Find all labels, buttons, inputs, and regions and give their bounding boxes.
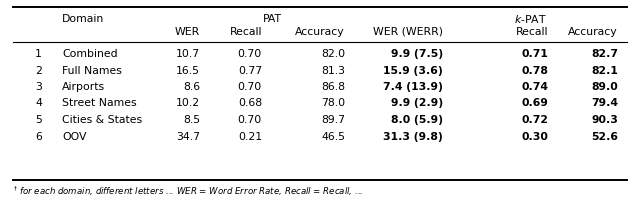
Text: 5: 5 <box>35 115 42 125</box>
Text: 8.5: 8.5 <box>183 115 200 125</box>
Text: 4: 4 <box>35 99 42 108</box>
Text: 0.78: 0.78 <box>521 65 548 76</box>
Text: 46.5: 46.5 <box>321 132 345 141</box>
Text: 82.0: 82.0 <box>321 49 345 59</box>
Text: Accuracy: Accuracy <box>568 27 618 37</box>
Text: 0.77: 0.77 <box>238 65 262 76</box>
Text: 9.9 (7.5): 9.9 (7.5) <box>391 49 443 59</box>
Text: 0.70: 0.70 <box>237 49 262 59</box>
Text: 89.7: 89.7 <box>321 115 345 125</box>
Text: Recall: Recall <box>515 27 548 37</box>
Text: PAT: PAT <box>263 14 282 24</box>
Text: Combined: Combined <box>62 49 118 59</box>
Text: 0.70: 0.70 <box>237 115 262 125</box>
Text: 82.1: 82.1 <box>591 65 618 76</box>
Text: 86.8: 86.8 <box>321 82 345 92</box>
Text: 1: 1 <box>35 49 42 59</box>
Text: 78.0: 78.0 <box>321 99 345 108</box>
Text: 90.3: 90.3 <box>591 115 618 125</box>
Text: WER: WER <box>175 27 200 37</box>
Text: $k$-PAT: $k$-PAT <box>514 13 547 25</box>
Text: 9.9 (2.9): 9.9 (2.9) <box>391 99 443 108</box>
Text: 89.0: 89.0 <box>591 82 618 92</box>
Text: Domain: Domain <box>62 14 104 24</box>
Text: 31.3 (9.8): 31.3 (9.8) <box>383 132 443 141</box>
Text: 79.4: 79.4 <box>591 99 618 108</box>
Text: 6: 6 <box>35 132 42 141</box>
Text: 8.6: 8.6 <box>183 82 200 92</box>
Text: 0.30: 0.30 <box>521 132 548 141</box>
Text: 0.72: 0.72 <box>521 115 548 125</box>
Text: Cities & States: Cities & States <box>62 115 142 125</box>
Text: 15.9 (3.6): 15.9 (3.6) <box>383 65 443 76</box>
Text: OOV: OOV <box>62 132 86 141</box>
Text: 0.68: 0.68 <box>238 99 262 108</box>
Text: Street Names: Street Names <box>62 99 136 108</box>
Text: WER (WERR): WER (WERR) <box>373 27 443 37</box>
Text: 3: 3 <box>35 82 42 92</box>
Text: Airports: Airports <box>62 82 105 92</box>
Text: 82.7: 82.7 <box>591 49 618 59</box>
Text: 16.5: 16.5 <box>176 65 200 76</box>
Text: 10.7: 10.7 <box>176 49 200 59</box>
Text: $^{\dagger}$ for each domain, different letters ... WER = Word Error Rate, Recal: $^{\dagger}$ for each domain, different … <box>13 184 364 198</box>
Text: 0.71: 0.71 <box>521 49 548 59</box>
Text: Accuracy: Accuracy <box>296 27 345 37</box>
Text: 10.2: 10.2 <box>176 99 200 108</box>
Text: 8.0 (5.9): 8.0 (5.9) <box>391 115 443 125</box>
Text: 0.70: 0.70 <box>237 82 262 92</box>
Text: Recall: Recall <box>230 27 262 37</box>
Text: 52.6: 52.6 <box>591 132 618 141</box>
Text: Full Names: Full Names <box>62 65 122 76</box>
Text: 81.3: 81.3 <box>321 65 345 76</box>
Text: 0.21: 0.21 <box>238 132 262 141</box>
Text: 0.74: 0.74 <box>521 82 548 92</box>
Text: 7.4 (13.9): 7.4 (13.9) <box>383 82 443 92</box>
Text: 2: 2 <box>35 65 42 76</box>
Text: 34.7: 34.7 <box>176 132 200 141</box>
Text: 0.69: 0.69 <box>521 99 548 108</box>
